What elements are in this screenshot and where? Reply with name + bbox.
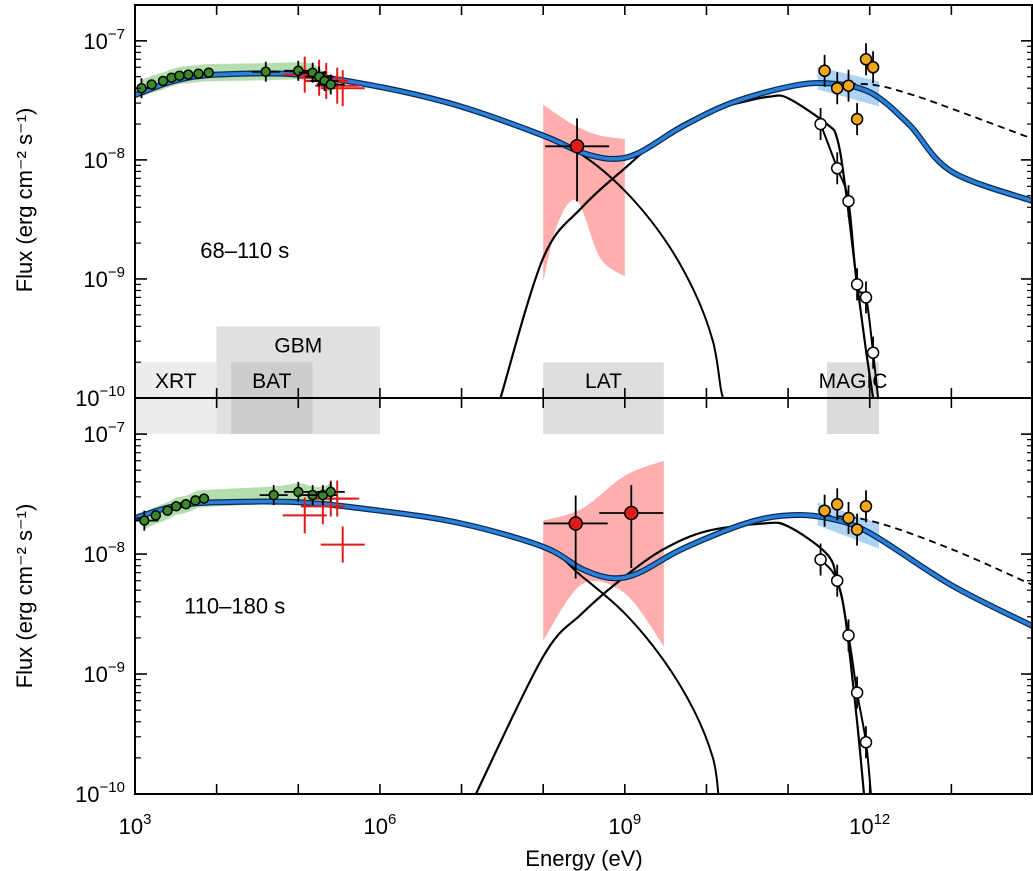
x-axis-label: Energy (eV) (525, 846, 642, 871)
xray-point (284, 481, 313, 502)
magic-corrected-point (830, 72, 844, 105)
magic-corrected-point (830, 488, 844, 521)
x-tick-label: 1012 (849, 811, 890, 839)
magic-corrected-point (859, 490, 873, 523)
y-tick-label: 10−10 (75, 779, 125, 807)
xray-point (316, 481, 345, 502)
y-tick-label: 10−8 (83, 539, 125, 567)
magic-observed-point (859, 726, 873, 759)
xray-point (193, 68, 204, 79)
magic-observed-point (842, 619, 855, 652)
magic-corrected-point (866, 51, 880, 84)
magic-corrected-point (842, 501, 855, 534)
magic-observed-point (850, 268, 864, 301)
magic-corrected-point (850, 513, 864, 546)
x-tick-label: 109 (608, 811, 641, 839)
panel-top (135, 43, 1033, 398)
band-label-lat: LAT (585, 370, 622, 393)
y-tick-label: 10−9 (83, 264, 125, 292)
magic-corrected-point (850, 103, 864, 136)
axes: 10−7 10−8 10−9 10−10 10−7 10−8 10−9 10−10 103 106… (75, 4, 1033, 839)
x-tick-label: 103 (119, 811, 152, 839)
magic-corrected-point (842, 69, 855, 102)
lat-band (543, 104, 625, 282)
magic-observed-point (814, 543, 827, 576)
xray-point (170, 501, 182, 512)
xray-point (135, 78, 156, 99)
magic-observed-point (859, 281, 873, 314)
lat-point (545, 118, 610, 202)
y-tick-label: 10−8 (83, 145, 125, 173)
band-label-xrt: XRT (155, 370, 197, 393)
xray-point (157, 75, 169, 87)
xray-point (259, 485, 288, 506)
y-axis-label-top: Flux (erg cm⁻² s⁻¹) (12, 108, 37, 293)
lat-point (599, 484, 664, 568)
xray-point (146, 79, 157, 90)
y-tick-label: 10−9 (83, 659, 125, 687)
band-label-gbm: GBM (274, 334, 322, 357)
bat-point (320, 526, 365, 563)
xray-point (183, 69, 194, 80)
magic-observed-curve (819, 558, 872, 794)
magic-observed-point (850, 676, 864, 709)
xray-point (174, 70, 185, 81)
band-label-bat: BAT (252, 370, 291, 393)
xray-point (150, 510, 162, 521)
xray-point (180, 499, 192, 510)
magic-observed-point (830, 152, 844, 185)
magic-observed-point (842, 185, 855, 218)
lat-point (543, 495, 608, 579)
bat-point (282, 497, 327, 534)
ssc-curve (474, 521, 866, 794)
y-tick-label: 10−10 (75, 383, 125, 411)
ssc-unabsorbed-curve (812, 82, 1033, 140)
magic-observed-point (866, 336, 880, 369)
xray-point (162, 505, 173, 516)
magic-observed-point (830, 564, 844, 597)
panel-bottom (135, 460, 1033, 794)
magic-observed-point (814, 108, 827, 141)
xray-point (198, 493, 210, 504)
xray-point (135, 510, 159, 531)
magic-corrected-point (859, 43, 873, 76)
y-tick-label: 10−7 (83, 26, 125, 54)
y-tick-label: 10−7 (83, 419, 125, 447)
ssc-unabsorbed-curve (812, 514, 1033, 587)
xray-point (190, 495, 201, 506)
x-tick-label: 106 (363, 811, 396, 839)
y-axis-label-bottom: Flux (erg cm⁻² s⁻¹) (12, 504, 37, 689)
magic-corrected-point (818, 494, 831, 527)
panel-label-bottom: 110–180 s (184, 593, 285, 618)
xray-point (203, 67, 214, 78)
magic-corrected-point (818, 54, 831, 87)
xray-point (251, 61, 280, 82)
panel-label-top: 68–110 s (200, 238, 289, 263)
xray-point (316, 74, 345, 95)
